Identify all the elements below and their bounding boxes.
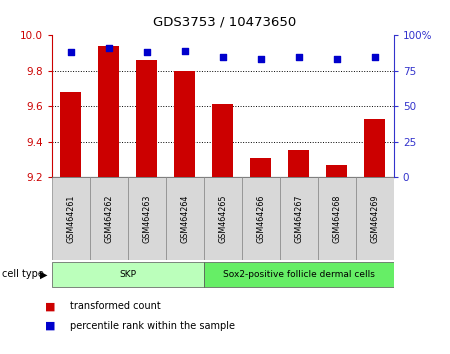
Text: GSM464262: GSM464262 — [104, 194, 113, 243]
Bar — [364, 119, 385, 177]
FancyBboxPatch shape — [52, 177, 90, 260]
Point — [371, 54, 378, 59]
FancyBboxPatch shape — [90, 177, 127, 260]
Text: GSM464269: GSM464269 — [370, 194, 379, 243]
FancyBboxPatch shape — [204, 177, 242, 260]
Text: GSM464268: GSM464268 — [332, 194, 341, 243]
Bar — [250, 158, 271, 177]
Bar — [288, 150, 309, 177]
Text: GSM464266: GSM464266 — [256, 194, 265, 243]
Text: ▶: ▶ — [40, 269, 47, 279]
Point — [105, 45, 112, 51]
Text: GSM464263: GSM464263 — [142, 194, 151, 243]
Point — [333, 57, 340, 62]
FancyBboxPatch shape — [242, 177, 279, 260]
Text: GSM464265: GSM464265 — [218, 194, 227, 243]
FancyBboxPatch shape — [166, 177, 203, 260]
FancyBboxPatch shape — [280, 177, 318, 260]
Text: percentile rank within the sample: percentile rank within the sample — [70, 321, 235, 331]
FancyBboxPatch shape — [128, 177, 166, 260]
Point — [67, 50, 74, 55]
Text: cell type: cell type — [2, 269, 44, 279]
Bar — [326, 165, 347, 177]
Text: ■: ■ — [45, 301, 55, 311]
Text: GDS3753 / 10473650: GDS3753 / 10473650 — [153, 16, 297, 29]
Text: GSM464264: GSM464264 — [180, 194, 189, 243]
FancyBboxPatch shape — [204, 262, 394, 287]
Text: transformed count: transformed count — [70, 301, 161, 311]
Point — [295, 54, 302, 59]
Text: GSM464261: GSM464261 — [66, 194, 75, 243]
FancyBboxPatch shape — [52, 262, 204, 287]
FancyBboxPatch shape — [356, 177, 394, 260]
Point — [257, 57, 264, 62]
Bar — [98, 46, 119, 177]
Bar — [174, 71, 195, 177]
Text: ■: ■ — [45, 321, 55, 331]
Bar — [136, 60, 157, 177]
Point — [219, 54, 226, 59]
Text: SKP: SKP — [119, 270, 136, 279]
Bar — [60, 92, 81, 177]
Bar — [212, 104, 233, 177]
FancyBboxPatch shape — [318, 177, 356, 260]
Text: GSM464267: GSM464267 — [294, 194, 303, 243]
Point — [143, 50, 150, 55]
Text: Sox2-positive follicle dermal cells: Sox2-positive follicle dermal cells — [223, 270, 375, 279]
Point — [181, 48, 189, 54]
